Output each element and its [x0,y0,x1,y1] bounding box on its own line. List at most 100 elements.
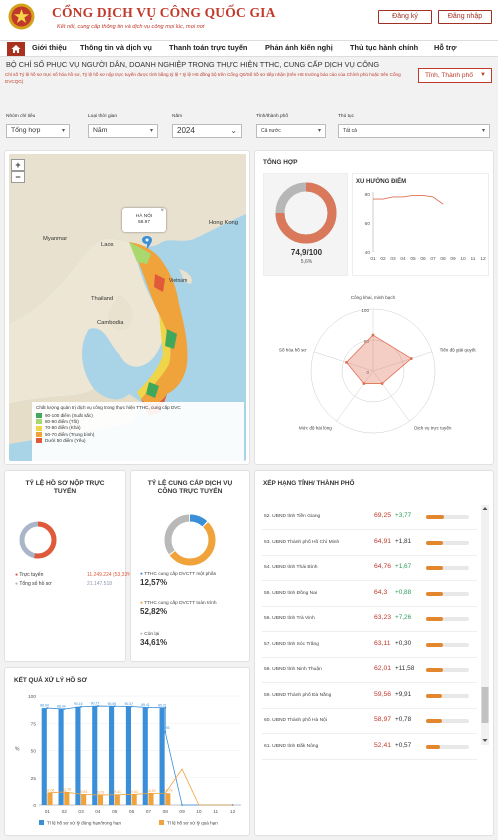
map-marker-icon[interactable] [142,236,152,249]
site-title[interactable]: CỔNG DỊCH VỤ CÔNG QUỐC GIA [52,5,276,20]
ranking-row[interactable]: 61. UBND tỉnh Đắk Nông 52,41 +0,57 [262,735,477,760]
bar-value-label: 89,41 [141,703,150,707]
page-title: BỘ CHỈ SỐ PHỤC VỤ NGƯỜI DÂN, DOANH NGHIỆ… [6,60,380,69]
x-tick-label: 12 [230,809,236,815]
legend-label: 50-70 điểm (Trung bình) [45,431,95,437]
bar [75,706,81,805]
legend-item: ● TTHC cung cấp DVCTT toàn trình 52,82% [140,601,230,616]
filter-year-select[interactable]: 2024 ⌄ [172,124,242,138]
nav-item-ho-tro[interactable]: Hỗ trợ [434,43,457,52]
nav-item-thong-tin[interactable]: Thông tin và dịch vụ [80,43,152,52]
bar [159,707,165,805]
legend-label: Tổng số hồ sơ [19,581,52,587]
national-emblem-icon[interactable] [8,3,35,30]
x-tick-label: 11 [213,809,218,815]
filter-group-select[interactable]: Tổng hợp ▾ [6,124,70,138]
radar-axis-label: Dịch vụ trực tuyến [414,426,452,431]
ranking-row-name: 53. UBND Thành phố Hồ Chí Minh [264,539,340,545]
bar-value-label: 90,16 [74,702,83,706]
nav-item-thu-tuc[interactable]: Thủ tục hành chính [350,43,419,52]
ranking-row-bar [426,744,469,749]
ranking-row-score: 64,3 [374,588,388,596]
online-service-panel: TỶ LỆ CUNG CẤP DỊCH VỤ CÔNG TRỰC TUYẾN ●… [130,470,250,662]
ranking-row-score: 58,97 [374,716,392,723]
province-select[interactable]: Tỉnh, Thành phố ▼ [418,68,492,83]
legend-swatch [36,413,42,419]
chevron-down-icon: ▼ [480,72,486,78]
legend-label: Dưới 50 điểm (Yếu) [45,437,86,443]
ranking-row[interactable]: 58. UBND tỉnh Ninh Thuận 62,01 +11,58 [262,658,477,683]
ranking-row-bar-fill [426,668,443,672]
radar-tick-label: 100 [361,308,369,313]
x-tick-label: 07 [146,809,152,815]
popup-province-name: HÀ NỘI [135,214,153,219]
home-icon [11,45,21,53]
login-button[interactable]: Đăng nhập [438,10,492,24]
ranking-row-delta-value: +0,57 [395,741,412,749]
radar-chart: Công khai, minh bạch Tiến độ giải quyết Dị… [279,295,476,434]
bar-value-label: 9,41 [114,790,121,794]
legend-value: 21.147.518 [87,581,113,587]
ranking-row[interactable]: 59. UBND Thành phố Đà Nẵng 59,56 +9,91 [262,684,477,709]
legend-dot: ● [15,572,19,578]
x-tick-label: 09 [179,809,185,815]
ranking-row-score: 64,76 [374,563,392,570]
x-tick-label: 05 [112,809,118,815]
y-axis-label: % [15,747,20,753]
site-header: CỔNG DỊCH VỤ CÔNG QUỐC GIA Kết nối, cung… [0,0,498,40]
legend-label: TTHC cung cấp DVCTT toàn trình [144,601,217,606]
ranking-row-bar [426,668,469,672]
ranking-row[interactable]: 54. UBND tỉnh Thái Bình 64,76 +1,67 [262,556,477,581]
ranking-row-name: 56. UBND tỉnh Trà Vinh [264,616,315,621]
bar-value-label: 9,84 [81,790,88,794]
filter-province-value: Cả nước [261,128,281,134]
filter-time-type-select[interactable]: Năm ▾ [88,124,158,138]
ranking-row[interactable]: 52. UBND tỉnh Tiền Giang 69,25 +3,77 [262,505,477,530]
radar-point [345,360,348,364]
ranking-row-score: 62,01 [374,665,392,672]
series-point [164,731,167,733]
ranking-row[interactable]: 57. UBND tỉnh Sóc Trăng 63,11 +0,30 [262,633,477,658]
legend-label: Tỉ lệ hồ sơ xử lý quá hạn [167,820,218,826]
map-label-hongkong: Hong Kong [209,220,239,226]
ranking-row[interactable]: 60. UBND Thành phố Hà Nội 58,97 +0,78 [262,709,477,734]
nav-item-thanh-toan[interactable]: Thanh toán trực tuyến [169,43,248,52]
ranking-row-delta-value: +9,91 [395,690,412,698]
ranking-row[interactable]: 56. UBND tỉnh Trà Vinh 63,23 +7,26 [262,607,477,632]
ranking-row[interactable]: 53. UBND Thành phố Hồ Chí Minh 64,91 +1,81 [262,531,477,556]
zoom-in-button[interactable]: + [11,159,25,171]
nav-item-phan-anh[interactable]: Phản ánh kiến nghị [265,43,333,52]
province-map[interactable]: + − × HÀ NỘI 58.97 Myanmar Hong Kong Lao… [9,154,246,461]
map-legend: Chất lượng quản trị dịch vụ công trong t… [32,402,244,461]
filter-label-time-type: Loại thời gian [88,114,118,119]
x-tick-label: 03 [390,256,396,262]
radar-point [380,382,384,385]
donut-slice [164,514,216,566]
scroll-up-icon[interactable] [482,507,488,510]
scrollbar-thumb[interactable] [481,687,489,723]
filter-label-province: Tỉnh/thành phố [256,114,289,119]
ranking-row-bar [426,515,469,519]
filter-procedure-select[interactable]: Tất cả ▾ [338,124,490,138]
nav-home-button[interactable] [7,42,25,56]
close-icon[interactable]: × [160,208,164,214]
ranking-row-bar-fill [426,540,444,545]
nav-item-gioi-thieu[interactable]: Giới thiệu [32,43,67,52]
score-card: 74,9/100 5,6% [263,173,348,276]
ranking-row-name: 55. UBND tỉnh Đồng Nai [264,590,318,596]
ranking-row-delta-value: +0,30 [395,639,412,647]
bar-value-label: 10,79 [164,789,173,793]
scroll-down-icon[interactable] [482,739,488,742]
ranking-row-delta: +1,67 [395,563,411,570]
radar-axis-label: Số hóa hồ sơ [279,347,307,352]
processing-results-chart: % 0 25 50 75 100 01 88,94 11,06 02 88,04 11,96 03 90,… [15,694,241,826]
y-tick-label: 100 [28,694,36,700]
donut-slice [164,514,216,566]
ranking-row[interactable]: 55. UBND tỉnh Đồng Nai 64,3 +0,88 [262,582,477,607]
register-button[interactable]: Đăng ký [378,10,432,24]
legend-item: ● Còn lại 34,61% [140,632,230,647]
ranking-scrollbar[interactable] [481,505,489,745]
zoom-out-button[interactable]: − [11,171,25,183]
filter-province-select[interactable]: Cả nước ▾ [256,124,326,138]
